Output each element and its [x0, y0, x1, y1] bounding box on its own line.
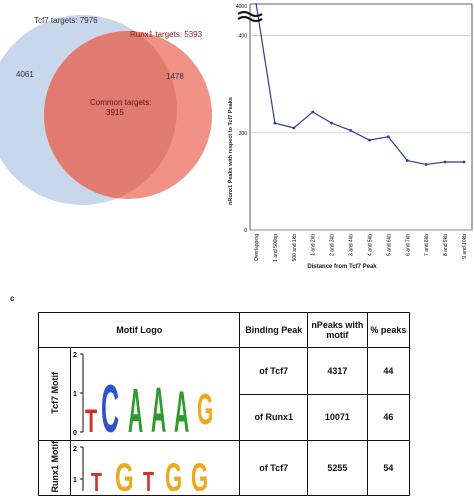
x-tick-label: 1 and 2kb: [311, 234, 317, 256]
motif-letter: G: [165, 455, 182, 491]
pct-peaks-cell: 54: [366, 440, 411, 496]
y-axis-label: nRunx1 Peaks with respect to Tcf7 Peaks: [228, 97, 234, 205]
x-tick-label: 7 and 8kb: [424, 234, 430, 256]
chart-frame: [249, 3, 473, 231]
y-tick-label: 0: [244, 228, 247, 234]
x-axis-label: Distance from Tcf7 Peak: [307, 264, 377, 270]
motif-letter: A: [128, 376, 143, 438]
binding-peak-cell: of Tcf7: [239, 347, 308, 395]
x-tick-label: 8 and 9kb: [443, 234, 449, 256]
table-row: of Runx1 10071 46: [39, 393, 411, 441]
data-point: [443, 160, 447, 164]
motif-letter: A: [151, 376, 166, 438]
x-tick-label: 5 and 6kb: [386, 234, 392, 256]
data-point: [349, 129, 352, 132]
data-point: [311, 110, 315, 114]
x-tick-label: 500 and 1kb: [292, 234, 298, 262]
motif-letter: G: [197, 386, 213, 434]
logo-axis-tick: 2: [73, 352, 77, 359]
data-point: [330, 121, 334, 125]
x-tick-label: 6 and 7kb: [405, 234, 411, 256]
venn-tcf7-label: Tcf7 targets: 7976: [34, 16, 98, 25]
data-point: [368, 138, 371, 142]
logo-axis-tick: 1: [73, 391, 77, 398]
binding-peak-cell: of Tcf7: [239, 440, 308, 496]
venn-common-count: 3915: [106, 108, 124, 117]
npeaks-cell: 10071: [306, 393, 368, 441]
binding-peak-cell: of Runx1: [239, 393, 308, 441]
venn-diagram: [0, 15, 212, 205]
header-npeaks: nPeaks with motif: [306, 312, 368, 348]
x-tick-label: 1 and 500bp: [273, 234, 279, 262]
data-point: [386, 135, 390, 139]
npeaks-cell: 5255: [306, 440, 368, 496]
y-tick-label: 200: [239, 131, 248, 137]
data-point: [273, 121, 277, 125]
panel-label-c: c: [10, 294, 15, 303]
motif-letter: T: [91, 467, 102, 490]
x-tick-label: 3 and 4kb: [349, 234, 355, 256]
motif-letter: G: [191, 455, 208, 491]
npeaks-cell: 4317: [306, 347, 368, 395]
data-point: [462, 160, 466, 164]
venn-tcf7-only-count: 4061: [16, 70, 34, 79]
pct-peaks-cell: 46: [366, 393, 411, 441]
data-point: [424, 163, 428, 166]
series-line: [255, 2, 464, 166]
header-binding-peak: Binding Peak: [239, 312, 308, 348]
logo-axis-tick: 1: [73, 477, 77, 484]
motif-row-label-cell: Tcf7 Motif: [37, 347, 72, 441]
data-point: [292, 126, 296, 130]
venn-runx1-only-count: 1478: [166, 72, 184, 81]
motif-letter: T: [143, 466, 154, 491]
motif-letter: C: [101, 371, 119, 438]
line-chart: 0 200 400 4000 Overlapping 1 and 500bp 500 an…: [228, 2, 473, 270]
motif-letter: T: [85, 403, 97, 438]
venn-runx1-label: Runx1 targets: 5393: [130, 30, 203, 39]
motif-table: Motif Logo Binding Peak nPeaks with moti…: [37, 312, 411, 496]
header-pct-peaks: % peaks: [366, 312, 411, 348]
x-tick-label: Overlapping: [254, 234, 260, 261]
tcf7-motif-label: Tcf7 Motif: [49, 372, 60, 414]
x-tick-label: 4 and 5kb: [367, 234, 373, 256]
runx1-motif-label: Runx1 Motif: [49, 441, 60, 493]
motif-letter: G: [115, 454, 134, 490]
axis-break-mark: [237, 11, 263, 17]
motif-letter: A: [174, 381, 189, 438]
pct-peaks-cell: 44: [366, 347, 411, 395]
y-tick-label: 400: [239, 34, 248, 40]
x-tick-label: 2 and 3kb: [330, 234, 336, 256]
motif-row-label-cell: Runx1 Motif: [37, 440, 72, 496]
table-header-row: Motif Logo Binding Peak nPeaks with moti…: [37, 312, 411, 348]
x-tick-label: 9 and 10kb: [462, 234, 468, 259]
logo-axis-tick: 2: [73, 446, 77, 453]
y-tick-label: 4000: [236, 4, 247, 10]
data-point: [405, 159, 409, 162]
venn-common-label: Common targets:: [90, 98, 152, 107]
axis-break-mark: [237, 16, 263, 22]
header-motif-logo: Motif Logo: [37, 312, 241, 348]
logo-axis-tick: 0: [73, 430, 77, 437]
